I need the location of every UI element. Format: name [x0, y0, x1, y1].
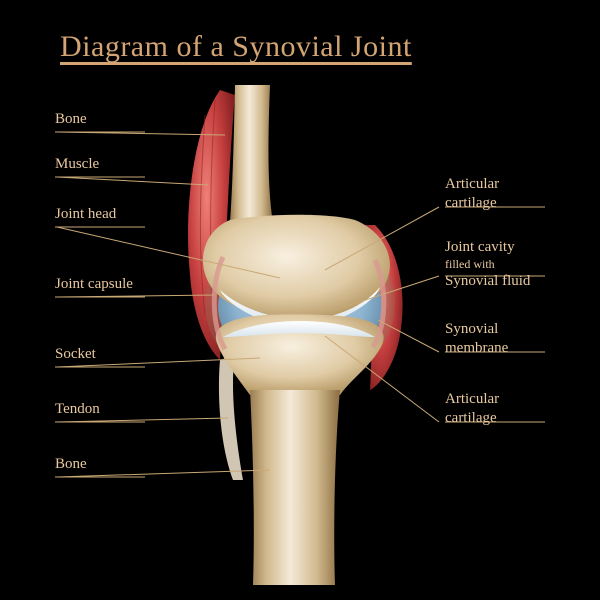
- label-bone-top: Bone: [55, 110, 87, 129]
- joint-illustration: [175, 85, 425, 585]
- label-joint-head: Joint head: [55, 205, 116, 224]
- upper-bone-shaft: [230, 85, 273, 223]
- label-articular-cartilage-bottom: Articularcartilage: [445, 390, 499, 428]
- label-articular-cartilage-top: Articularcartilage: [445, 175, 499, 213]
- lower-bone-shaft: [250, 390, 340, 585]
- label-tendon: Tendon: [55, 400, 100, 419]
- label-synovial-membrane: Synovialmembrane: [445, 320, 508, 358]
- label-socket: Socket: [55, 345, 96, 364]
- label-joint-cavity: Joint cavityfilled withSynovial fluid: [445, 238, 530, 291]
- label-muscle: Muscle: [55, 155, 99, 174]
- diagram-title: Diagram of a Synovial Joint: [60, 30, 412, 64]
- label-bone-bottom: Bone: [55, 455, 87, 474]
- label-joint-capsule: Joint capsule: [55, 275, 133, 294]
